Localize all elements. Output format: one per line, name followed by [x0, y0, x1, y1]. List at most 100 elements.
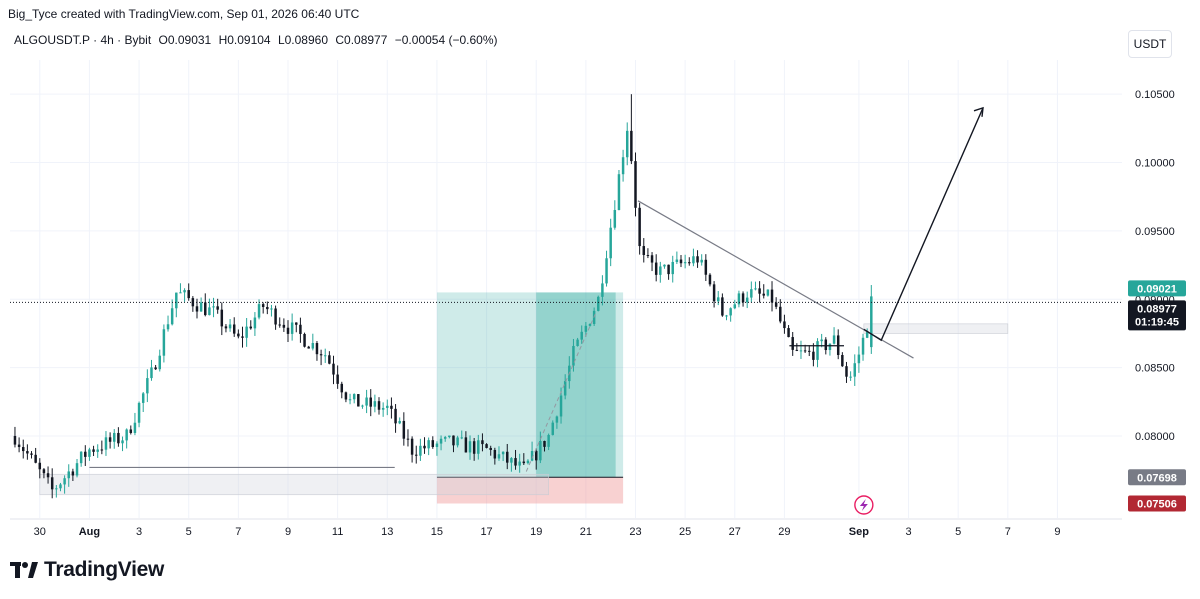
candle-body	[34, 454, 37, 463]
candle-body	[621, 157, 625, 175]
legend-high: H0.09104	[218, 33, 271, 47]
candle-body	[741, 293, 745, 303]
candle-body	[808, 350, 811, 352]
lightning-bolt-icon[interactable]	[854, 495, 874, 515]
candle-body	[712, 284, 716, 302]
candle-body	[71, 471, 75, 476]
legend-open: O0.09031	[158, 33, 212, 47]
candle-body	[261, 304, 265, 308]
candle-body	[84, 451, 87, 457]
currency-button[interactable]: USDT	[1128, 30, 1172, 58]
candle-body	[845, 366, 848, 377]
candle-body	[861, 337, 865, 355]
candle-body	[865, 331, 869, 338]
candle-body	[452, 435, 455, 446]
candle-body	[410, 438, 414, 455]
price-tag-current	[1128, 300, 1186, 331]
candle-body	[745, 297, 749, 303]
candle-body	[406, 438, 410, 440]
candle-body	[501, 451, 505, 455]
arrow-head	[973, 106, 984, 117]
candle-body	[249, 326, 253, 329]
candle-body	[663, 264, 666, 267]
candle-body	[315, 343, 319, 355]
candle-body	[795, 349, 799, 351]
time-axis[interactable]: 30 Aug 3 5 7 9 11 13 15 17 19 21 23 25 27 29 Sep 3 5 7 9	[10, 518, 1122, 538]
time-tick-label: 29	[778, 526, 790, 538]
candle-body	[820, 339, 823, 342]
time-tick-label: 15	[431, 526, 443, 538]
price-tag-label: 0.09021	[1137, 283, 1177, 295]
time-tick-label: 27	[729, 526, 741, 538]
candle-body	[299, 324, 302, 334]
candle-body	[783, 321, 786, 329]
candle-body	[75, 463, 79, 476]
candle-body	[857, 354, 861, 364]
candle-body	[489, 447, 492, 450]
candle-body	[766, 289, 770, 296]
candle-body	[435, 443, 439, 447]
candle-body	[803, 350, 807, 352]
candle-body	[344, 392, 348, 400]
drawings	[10, 106, 1122, 472]
profit-zone	[436, 292, 624, 478]
candle-body	[17, 444, 21, 448]
candle-body	[754, 288, 757, 290]
time-tick-label: 21	[580, 526, 592, 538]
candle-body	[779, 306, 782, 322]
candle-body	[423, 445, 426, 449]
candle-body	[319, 354, 323, 356]
candle-body	[543, 440, 546, 447]
brand: TradingView	[10, 558, 164, 582]
price-tag	[1128, 469, 1186, 486]
candle-body	[158, 355, 161, 370]
candle-body	[415, 454, 418, 456]
candle-body	[547, 434, 550, 447]
candle-body	[377, 401, 381, 410]
candle-body	[398, 420, 401, 424]
time-tick-label: 5	[186, 526, 192, 538]
legend-symbol[interactable]: ALGOUSDT.P · 4h · Bybit	[14, 33, 152, 47]
time-tick-label: 7	[235, 526, 241, 538]
candle-body	[394, 408, 397, 424]
candle-body	[563, 381, 567, 396]
candle-body	[654, 262, 658, 275]
candle-body	[348, 399, 352, 401]
candle-body	[228, 324, 232, 329]
time-tick-label: 9	[285, 526, 291, 538]
candle-body	[237, 333, 240, 337]
legend-low: L0.08960	[277, 33, 329, 47]
candle-body	[357, 394, 360, 407]
candle-body	[150, 367, 153, 379]
candle-body	[770, 289, 774, 303]
candle-body	[373, 401, 377, 407]
creator-line: Big_Tyce created with TradingView.com, S…	[8, 7, 360, 21]
candle-body	[175, 292, 178, 309]
candle-body	[539, 440, 542, 461]
candle-body	[485, 444, 488, 448]
candle-body	[601, 283, 604, 297]
candle-body	[522, 461, 526, 464]
candle-body	[336, 374, 339, 384]
price-tag-label: 0.07698	[1137, 472, 1177, 484]
candle-body	[692, 256, 695, 264]
candle-body	[170, 308, 174, 325]
candle-body	[50, 477, 54, 490]
candle-body	[216, 306, 219, 310]
candle-body	[737, 293, 741, 305]
candle-body	[526, 460, 530, 464]
candle-body	[870, 296, 873, 348]
time-tick-label: 3	[136, 526, 142, 538]
candle-body	[154, 367, 157, 370]
candle-body	[572, 345, 575, 366]
candle-body	[282, 324, 286, 328]
retest-zone	[863, 323, 1009, 334]
price-axis[interactable]: 0.105000.100000.095000.090000.085000.080…	[1135, 89, 1175, 443]
candle-body	[187, 290, 190, 299]
candle-body	[38, 462, 42, 470]
time-tick-label: 9	[1054, 526, 1060, 538]
candle-body	[220, 309, 224, 327]
candle-body	[733, 304, 737, 309]
candle-body	[683, 262, 687, 264]
